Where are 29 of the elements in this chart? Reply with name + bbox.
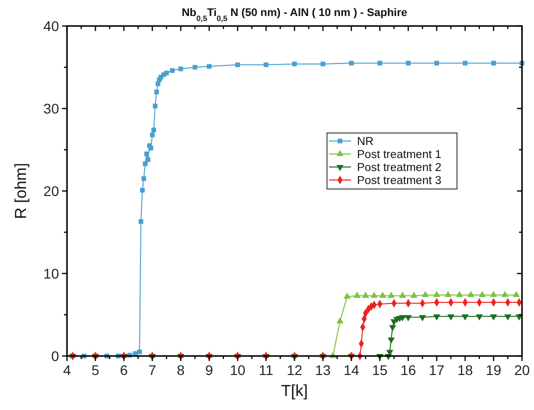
x-tick-label: 10 (230, 362, 246, 378)
x-tick-label: 5 (92, 362, 100, 378)
x-tick-label: 9 (205, 362, 214, 378)
x-tick-label: 19 (486, 362, 502, 378)
x-tick-label: 4 (63, 362, 72, 378)
legend-label: Post treatment 3 (357, 175, 442, 187)
y-tick-label: 40 (43, 18, 60, 34)
y-axis-title: R [ohm] (13, 162, 30, 220)
y-tick-label: 10 (43, 266, 60, 282)
legend-label: Post treatment 1 (357, 149, 442, 161)
x-tick-label: 16 (400, 362, 416, 378)
legend-label: Post treatment 2 (357, 162, 442, 174)
y-tick-label: 30 (43, 100, 60, 116)
x-tick-label: 11 (258, 362, 274, 378)
x-tick-label: 6 (120, 362, 128, 378)
y-tick-label: 20 (43, 183, 60, 199)
x-tick-label: 8 (176, 362, 185, 378)
x-tick-label: 12 (286, 362, 302, 378)
x-tick-label: 17 (428, 362, 445, 378)
legend-label: NR (357, 136, 374, 148)
x-tick-label: 13 (315, 362, 331, 378)
x-tick-label: 14 (344, 362, 360, 378)
x-tick-label: 20 (514, 362, 530, 378)
x-tick-label: 15 (372, 362, 388, 378)
x-axis-title: T[k] (281, 383, 308, 400)
y-tick-label: 0 (51, 348, 60, 364)
chart-title: Nb$_{0,5}$Ti$_{0,5}$ N (50 nm) - AlN ( 10 nm ) - Saphire (182, 7, 408, 22)
x-tick-label: 7 (148, 362, 156, 378)
x-tick-label: 18 (457, 362, 474, 378)
